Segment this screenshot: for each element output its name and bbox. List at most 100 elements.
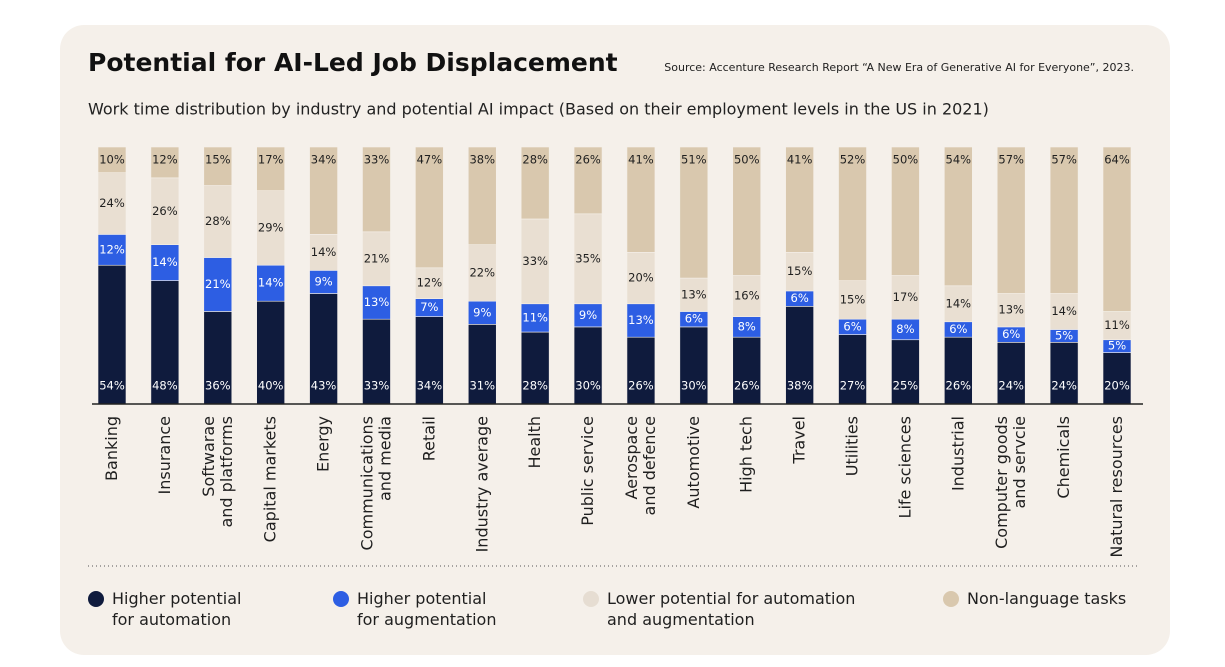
bar-segment: [467, 244, 497, 302]
legend-swatch: [583, 591, 599, 607]
value-label: 24%: [998, 379, 1024, 393]
value-label: 48%: [152, 379, 178, 393]
x-tick-label: Computer goodsand servcie: [992, 416, 1029, 549]
value-label: 12%: [417, 276, 443, 290]
bar-segment: [97, 234, 127, 266]
value-label: 26%: [946, 379, 972, 393]
x-tick-label: Automotive: [684, 416, 703, 509]
value-label: 9%: [314, 274, 332, 288]
x-tick-label: Travel: [790, 416, 809, 465]
x-tick-label: Insurance: [155, 416, 174, 495]
bar-segment: [203, 311, 233, 405]
value-label: 43%: [311, 379, 337, 393]
bar-segment: [573, 213, 603, 305]
value-label: 20%: [628, 271, 654, 285]
value-label: 33%: [522, 254, 548, 268]
value-label: 7%: [420, 300, 438, 314]
bar-segment: [891, 146, 920, 276]
bar-segment: [150, 177, 180, 245]
bar-segment: [1049, 146, 1079, 294]
bar-segment: [785, 252, 814, 292]
bar-segment: [150, 146, 180, 179]
bar-segment: [362, 231, 391, 287]
bar-segment: [732, 275, 762, 317]
bar-segment: [415, 316, 444, 405]
x-tick-label: Industry average: [472, 416, 491, 552]
legend-label: Non-language tasks: [967, 589, 1127, 608]
bar-segment: [573, 146, 603, 215]
bar-segment: [996, 342, 1026, 405]
bar-segment: [785, 306, 814, 405]
bar-segment: [732, 146, 762, 276]
value-label: 15%: [205, 153, 231, 167]
value-label: 13%: [681, 287, 707, 301]
value-label: 34%: [417, 379, 443, 393]
source: Source: Accenture Research Report “A New…: [664, 61, 1134, 74]
bar-segment: [838, 146, 867, 281]
value-label: 28%: [522, 153, 548, 167]
value-label: 33%: [364, 379, 390, 393]
x-tick-label: Chemicals: [1054, 416, 1073, 499]
bar-segment: [415, 267, 444, 299]
bar-segment: [944, 285, 973, 323]
value-label: 14%: [258, 276, 284, 290]
value-label: 29%: [258, 220, 284, 234]
value-label: 26%: [152, 204, 178, 218]
bar-segment: [1049, 342, 1079, 405]
value-label: 54%: [99, 379, 125, 393]
value-label: 6%: [843, 319, 861, 333]
value-label: 30%: [575, 379, 601, 393]
value-label: 36%: [205, 379, 231, 393]
card: [60, 25, 1170, 655]
value-label: 15%: [787, 264, 813, 278]
bar-segment: [679, 146, 709, 279]
value-label: 25%: [893, 379, 919, 393]
value-label: 12%: [99, 242, 125, 256]
bar-segment: [679, 277, 709, 312]
bar-segment: [97, 146, 127, 174]
value-label: 33%: [364, 153, 390, 167]
bar-segment: [944, 146, 973, 287]
value-label: 38%: [469, 153, 495, 167]
bar-segment: [415, 146, 444, 269]
bar-segment: [679, 326, 709, 405]
value-label: 21%: [205, 277, 231, 291]
value-label: 26%: [575, 153, 601, 167]
bar-segment: [362, 285, 391, 320]
value-label: 10%: [99, 153, 125, 167]
value-label: 9%: [579, 308, 597, 322]
value-label: 8%: [896, 322, 914, 336]
bar-segment: [256, 264, 285, 302]
x-tick-label: Softwaraeand platforms: [199, 416, 236, 528]
value-label: 50%: [893, 153, 919, 167]
bar-segment: [309, 234, 338, 271]
value-label: 13%: [998, 303, 1024, 317]
value-label: 14%: [311, 245, 337, 259]
value-label: 13%: [364, 295, 390, 309]
bar-segment: [838, 334, 867, 405]
bar-segment: [97, 264, 127, 405]
x-tick-label: Communicationsand media: [357, 416, 394, 550]
value-label: 41%: [787, 153, 813, 167]
value-label: 6%: [791, 291, 809, 305]
legend-label: Higher potential for augmentation: [357, 589, 497, 629]
bar-segment: [256, 190, 285, 266]
bar-segment: [573, 326, 603, 405]
value-label: 47%: [417, 153, 443, 167]
legend-item: Higher potential for automation: [88, 588, 252, 630]
bar-segment: [785, 146, 814, 253]
value-label: 9%: [473, 305, 491, 319]
x-tick-label: Aerospaceand defence: [622, 416, 659, 515]
bar-segment: [996, 293, 1026, 328]
legend-swatch: [88, 591, 104, 607]
value-label: 38%: [787, 379, 813, 393]
value-label: 51%: [681, 153, 707, 167]
bar-segment: [1102, 146, 1132, 312]
value-label: 50%: [734, 153, 760, 167]
bar-segment: [520, 331, 550, 405]
value-label: 34%: [311, 153, 337, 167]
x-tick-label: Capital markets: [261, 416, 280, 542]
bar-segment: [362, 318, 391, 405]
value-label: 17%: [893, 290, 919, 304]
